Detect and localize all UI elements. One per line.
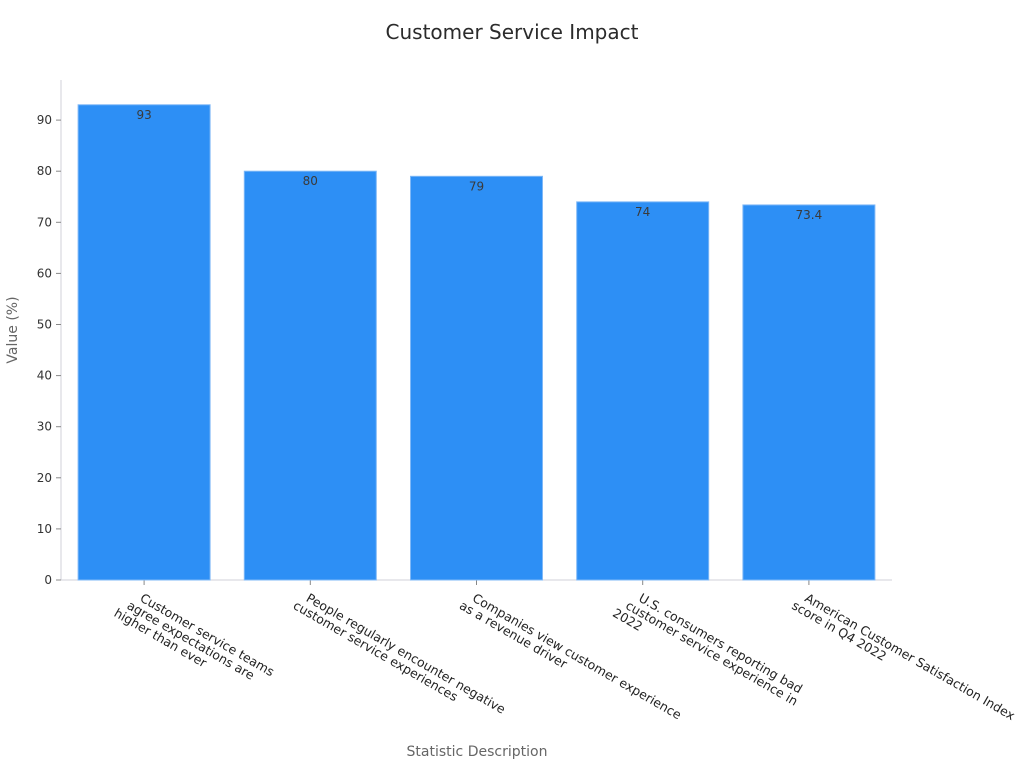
y-tick-label: 30 (37, 420, 52, 434)
y-tick-label: 90 (37, 113, 52, 127)
chart-title: Customer Service Impact (385, 20, 639, 44)
y-tick-label: 20 (37, 471, 52, 485)
bars (77, 104, 876, 581)
x-tick-label-line: customer service experiences (291, 598, 461, 705)
y-tick-label: 50 (37, 318, 52, 332)
y-tick-label: 40 (37, 369, 52, 383)
data-label: 93 (136, 108, 151, 122)
y-tick-label: 0 (44, 573, 52, 587)
bar (576, 201, 710, 581)
data-label: 74 (635, 205, 650, 219)
data-labels: 93 80 79 74 73.4 (136, 108, 822, 222)
y-tick-label: 70 (37, 215, 52, 229)
x-tick-label: American Customer Satisfaction Indexscor… (789, 590, 1017, 723)
x-axis (61, 579, 892, 585)
data-label: 79 (469, 179, 484, 193)
data-label: 73.4 (796, 208, 823, 222)
x-axis-title: Statistic Description (407, 744, 548, 760)
x-tick-label-line: U.S. consumers reporting bad (636, 590, 805, 696)
y-axis-title: Value (%) (5, 296, 21, 363)
y-tick-label: 60 (37, 266, 52, 280)
y-axis: 0 10 20 30 40 50 60 70 80 90 (37, 80, 62, 587)
x-tick-label-line: American Customer Satisfaction Index (802, 590, 1017, 723)
y-tick-label: 10 (37, 522, 52, 536)
x-tick-label-line: agree expectations are (125, 598, 258, 683)
y-tick-label: 80 (37, 164, 52, 178)
bar (742, 204, 876, 581)
bar (77, 104, 211, 581)
bar (243, 170, 377, 581)
bar (410, 175, 543, 581)
data-label: 80 (303, 174, 318, 188)
